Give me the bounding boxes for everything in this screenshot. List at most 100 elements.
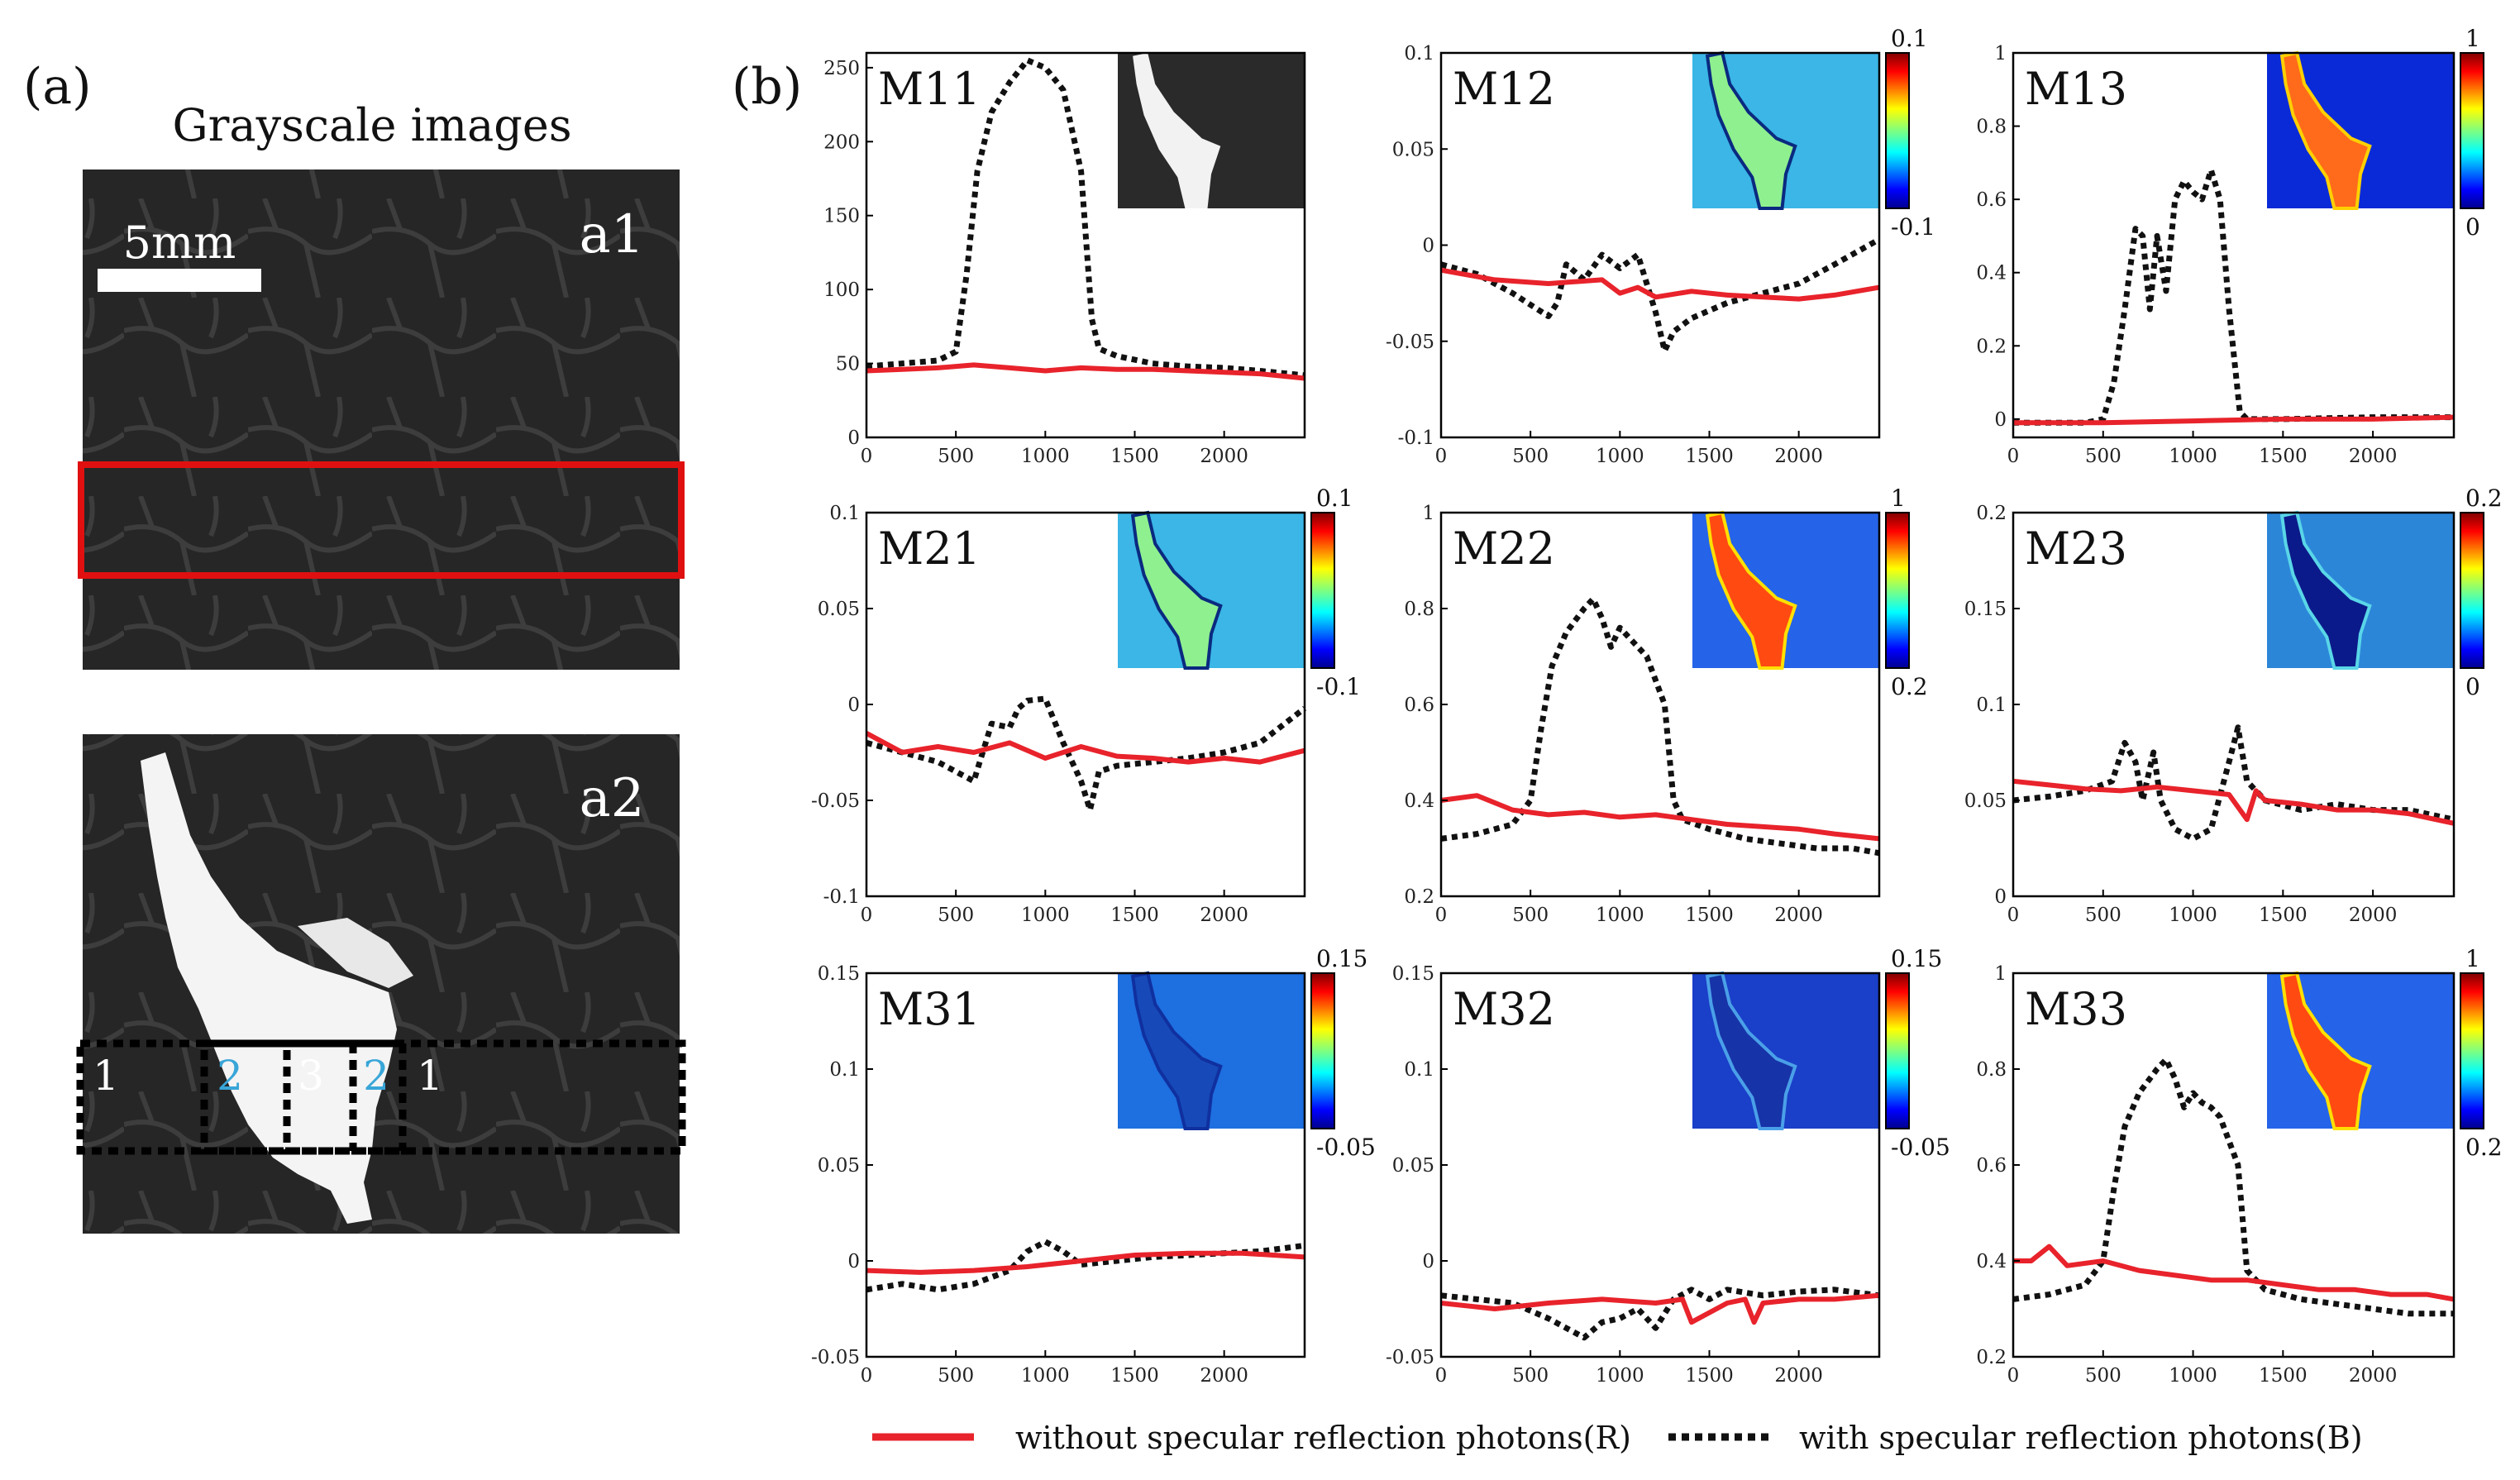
m32-xtick-label-2: 1000 bbox=[1596, 1365, 1644, 1387]
m23-inset-shape bbox=[2279, 510, 2372, 670]
m11-frame bbox=[865, 51, 1306, 439]
m21-ytick-label-0: -0.1 bbox=[823, 886, 860, 908]
m23-ytick-label-4: 0.2 bbox=[1976, 503, 2007, 524]
image-a2: a2 1 2 3 2 1 bbox=[76, 734, 686, 1234]
m31-colorbar-top-label: 0.15 bbox=[1316, 945, 1367, 972]
m33-colorbar-top-label: 1 bbox=[2465, 945, 2480, 972]
m32-xtick-label-4: 2000 bbox=[1774, 1365, 1823, 1387]
m21-title: M21 bbox=[878, 523, 981, 575]
m12-xtick-label-2: 1000 bbox=[1596, 446, 1644, 467]
m32-xtick-label-0: 0 bbox=[1435, 1365, 1448, 1387]
m21-xtick-label-1: 500 bbox=[938, 905, 974, 926]
m12-xtick-label-1: 500 bbox=[1512, 446, 1549, 467]
m33-xtick-label-0: 0 bbox=[2007, 1365, 2020, 1387]
m32-ytick-label-3: 0.1 bbox=[1404, 1059, 1434, 1081]
m11-title: M11 bbox=[878, 63, 981, 115]
m13-ytick-label-1: 0.2 bbox=[1976, 336, 2007, 357]
m21-colorbar-bottom-label: -0.1 bbox=[1316, 673, 1361, 700]
m22-ytick-label-0: 0.2 bbox=[1404, 886, 1434, 908]
m31-xtick-label-2: 1000 bbox=[1021, 1365, 1070, 1387]
m13-colorbar-bottom-label: 0 bbox=[2465, 213, 2480, 241]
m21-colorbar-top-label: 0.1 bbox=[1316, 485, 1353, 512]
m23-colorbar-top-label: 0.2 bbox=[2465, 485, 2503, 512]
chart-m32: 0.15-0.050 500 1000 1500 2000-0.0500.050.10.… bbox=[1386, 945, 1950, 1387]
m13-xtick-label-0: 0 bbox=[2007, 446, 2020, 467]
m23-ytick-label-3: 0.15 bbox=[1964, 599, 2007, 620]
m12-ytick-label-4: 0.1 bbox=[1404, 43, 1434, 64]
m11-xtick-label-0: 0 bbox=[861, 446, 873, 467]
m11-inset-shape bbox=[1133, 53, 1221, 208]
m11-series-with-specular bbox=[866, 57, 1305, 379]
m31-series-with-specular bbox=[866, 1239, 1305, 1293]
panel-a-label: (a) bbox=[23, 58, 92, 116]
m21-colorbar bbox=[1310, 512, 1335, 669]
m11-ytick-label-2: 100 bbox=[823, 279, 860, 301]
m12-title: M12 bbox=[1453, 63, 1555, 115]
m23-xtick-label-4: 2000 bbox=[2349, 905, 2398, 926]
m31-series-without-specular bbox=[866, 1250, 1305, 1275]
m13-colorbar-top-label: 1 bbox=[2465, 25, 2480, 52]
m32-inset-shape bbox=[1705, 971, 1797, 1130]
legend: without specular reflection photons(R) w… bbox=[872, 1420, 2363, 1456]
m11-series-without-specular bbox=[866, 362, 1305, 381]
m23-ytick-label-0: 0 bbox=[1994, 886, 2007, 908]
m21-ytick-label-4: 0.1 bbox=[829, 503, 860, 524]
m12-inset-shape bbox=[1705, 50, 1797, 210]
chart-m11: 0 500 1000 1500 2000 0 50 100 150 200 250 M11 bbox=[823, 51, 1306, 467]
m12-xtick-label-3: 1500 bbox=[1685, 446, 1734, 467]
m23-xtick-label-2: 1000 bbox=[2169, 905, 2217, 926]
region-label-1-left: 1 bbox=[93, 1052, 119, 1100]
m22-series-with-specular bbox=[1440, 595, 1880, 857]
m11-xtick-label-3: 1500 bbox=[1110, 446, 1159, 467]
m33-ytick-label-2: 0.6 bbox=[1976, 1155, 2007, 1177]
m32-xtick-label-1: 500 bbox=[1512, 1365, 1549, 1387]
m12-series-with-specular bbox=[1440, 236, 1881, 354]
m12-colorbar bbox=[1885, 52, 1910, 209]
m32-ytick-label-4: 0.15 bbox=[1392, 963, 1434, 985]
image-a1: 5mm a1 bbox=[78, 169, 685, 670]
m21-ytick-label-2: 0 bbox=[847, 695, 860, 716]
region-label-1-right: 1 bbox=[417, 1052, 443, 1100]
m12-series-without-specular bbox=[1440, 267, 1880, 302]
m21-xtick-label-4: 2000 bbox=[1200, 905, 1248, 926]
m31-ytick-label-4: 0.15 bbox=[818, 963, 860, 985]
m32-colorbar-bottom-label: -0.05 bbox=[1891, 1134, 1950, 1161]
m32-series-without-specular bbox=[1440, 1292, 1880, 1325]
m22-ytick-label-3: 0.8 bbox=[1404, 599, 1434, 620]
m33-ytick-label-1: 0.4 bbox=[1976, 1251, 2007, 1272]
m13-frame bbox=[2012, 51, 2456, 439]
chart-m12: 0.1-0.10 500 1000 1500 2000-0.1-0.0500.050.1… bbox=[1386, 25, 1935, 467]
m31-colorbar-bottom-label: -0.05 bbox=[1316, 1134, 1376, 1161]
m21-ytick-label-1: -0.05 bbox=[811, 790, 860, 812]
m22-inset-shape bbox=[1705, 510, 1797, 670]
m13-series-without-specular bbox=[2013, 414, 2455, 426]
m31-xtick-label-1: 500 bbox=[938, 1365, 974, 1387]
region-label-3: 3 bbox=[298, 1052, 324, 1100]
m31-xtick-label-4: 2000 bbox=[1200, 1365, 1248, 1387]
m33-ytick-label-3: 0.8 bbox=[1976, 1059, 2007, 1081]
m22-xtick-label-2: 1000 bbox=[1596, 905, 1644, 926]
legend-red-label: without specular reflection photons(R) bbox=[1015, 1420, 1631, 1456]
image-a1-background bbox=[83, 169, 680, 670]
m22-xtick-label-0: 0 bbox=[1435, 905, 1448, 926]
m21-series-without-specular bbox=[865, 731, 1305, 765]
region-center-box bbox=[283, 1039, 357, 1155]
m33-series-with-specular bbox=[2012, 1056, 2454, 1317]
m12-xtick-label-0: 0 bbox=[1435, 446, 1448, 467]
m32-ytick-label-2: 0.05 bbox=[1392, 1155, 1434, 1177]
m13-colorbar bbox=[2460, 52, 2484, 209]
m13-ytick-label-0: 0 bbox=[1994, 409, 2007, 431]
m32-series-with-specular bbox=[1440, 1287, 1880, 1341]
m31-colorbar bbox=[1310, 972, 1335, 1129]
specular-region bbox=[141, 752, 397, 1224]
region-label-2-left: 2 bbox=[217, 1052, 243, 1100]
m21-xtick-label-3: 1500 bbox=[1110, 905, 1159, 926]
region-label-2-right: 2 bbox=[363, 1052, 389, 1100]
m12-ytick-label-0: -0.1 bbox=[1398, 427, 1434, 449]
m12-ytick-label-3: 0.05 bbox=[1392, 139, 1434, 160]
a1-label: a1 bbox=[580, 204, 645, 265]
m32-ytick-label-1: 0 bbox=[1422, 1251, 1434, 1272]
